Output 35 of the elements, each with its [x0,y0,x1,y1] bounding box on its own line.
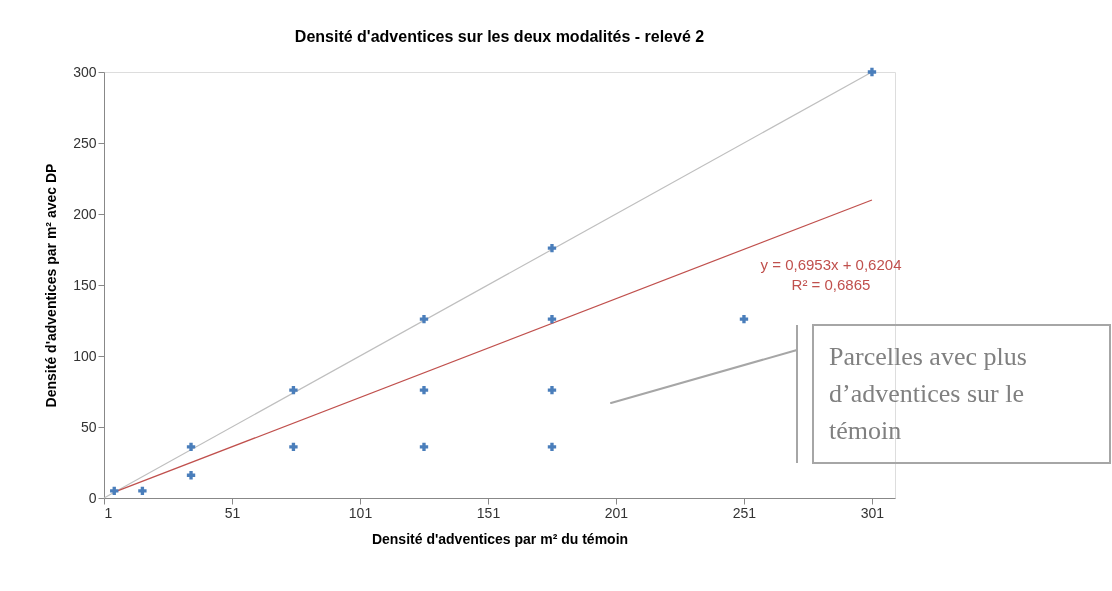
point [138,486,147,496]
point [419,442,429,452]
point [867,67,877,77]
annotation: Parcelles avec plus d’adventices sur le témoin [829,342,1027,445]
point [419,314,429,324]
point [289,442,298,452]
point [547,442,557,452]
y-tick-label: 300 [73,63,97,80]
point [186,442,196,452]
x-tick-label: 1 [104,504,113,521]
y-tick-label: 50 [80,418,97,435]
annotation: y = 0,6953x + 0,6204 [760,256,902,273]
point [739,314,749,324]
y-tick-label: 0 [88,489,97,506]
annotation: R² = 0,6865 [791,276,871,293]
y-tick-label: 100 [73,347,97,364]
point [547,314,557,324]
x-axis-title: Densité d'adventices par m² du témoin [371,530,629,547]
x-tick-label: 201 [604,504,629,521]
y-tick-label: 250 [73,134,97,151]
x-tick-label: 101 [348,504,373,521]
point [419,385,429,395]
point [547,385,557,395]
point [186,471,196,480]
point [110,486,119,496]
y-tick-label: 200 [73,205,97,222]
x-tick-label: 51 [224,504,241,521]
chart-title: Densité d'adventices sur les deux modalités - relevé 2 [294,28,705,45]
point [547,243,557,253]
point [289,385,298,395]
x-tick-label: 251 [732,504,757,521]
x-tick-label: 151 [476,504,501,521]
y-axis-title: Densité d'adventices par m² avec DP [43,163,60,408]
x-tick-label: 301 [860,504,885,521]
y-tick-label: 150 [73,276,97,293]
